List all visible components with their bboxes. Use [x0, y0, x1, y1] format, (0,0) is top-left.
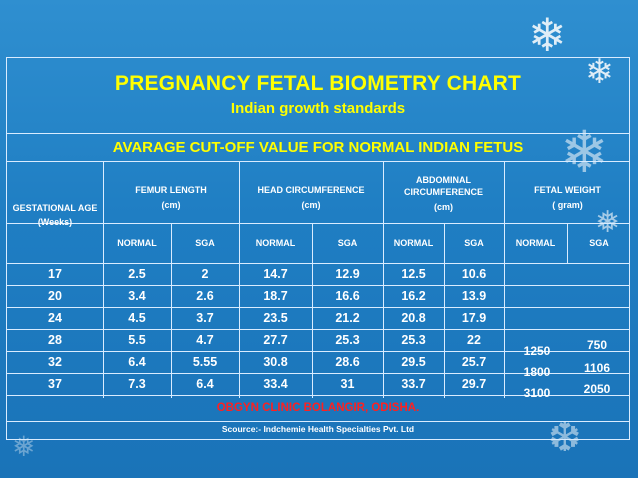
header-head-circumference: HEAD CIRCUMFERENCE (cm) [257, 185, 365, 210]
grid-line [567, 224, 568, 264]
table-cell: 17.9 [461, 311, 487, 325]
subheader-sga: SGA [464, 238, 484, 248]
table-cell: 16.2 [401, 289, 426, 303]
table-cell: 29.5 [401, 355, 426, 369]
table-cell: 2.5 [128, 267, 146, 281]
table-cell: 14.7 [263, 267, 288, 281]
table-cell: 5.55 [192, 355, 218, 369]
table-cell: 31 [340, 377, 355, 391]
table-cell: 33.4 [263, 377, 288, 391]
table-cell: 20.8 [401, 311, 426, 325]
subheader-sga: SGA [589, 238, 609, 248]
fetal-weight-normal-28: 1250 [523, 344, 551, 358]
table-cell: 7.3 [128, 377, 146, 391]
fetal-weight-normal-32: 1800 [523, 365, 551, 379]
snowflake-icon: ❅ [12, 431, 36, 462]
table-row: 17 2.5 2 14.7 12.9 12.5 10.6 [7, 264, 629, 286]
table-cell: 27.7 [263, 333, 288, 347]
subheader-sga: SGA [337, 238, 358, 248]
snowflake-icon: ❅ [595, 206, 621, 239]
grid-line [171, 224, 172, 398]
biometry-table: PREGNANCY FETAL BIOMETRY CHART Indian gr… [6, 57, 630, 440]
source-credit: Scource:- Indchemie Health Specialties P… [221, 424, 415, 434]
cutoff-row: AVARAGE CUT-OFF VALUE FOR NORMAL INDIAN … [7, 134, 629, 162]
grid-line [312, 224, 313, 398]
fetal-weight-sga-37: 2050 [583, 382, 611, 396]
grid-line [103, 162, 104, 398]
header-fetal-weight: FETAL WEIGHT ( gram) [534, 185, 601, 210]
table-cell: 13.9 [461, 289, 487, 303]
table-cell: 4.5 [128, 311, 146, 325]
table-cell: 23.5 [263, 311, 288, 325]
table-cell: 6.4 [128, 355, 146, 369]
source-row: Scource:- Indchemie Health Specialties P… [7, 422, 629, 440]
snowflake-icon: ❄ [585, 53, 614, 91]
title-row: PREGNANCY FETAL BIOMETRY CHART Indian gr… [7, 58, 629, 134]
table-row: 28 5.5 4.7 27.7 25.3 25.3 22 [7, 330, 629, 352]
table-row: 37 7.3 6.4 33.4 31 33.7 29.7 [7, 374, 629, 396]
table-cell: 4.7 [196, 333, 214, 347]
header-gestational-age: GESTATIONAL AGE (Weeks) [12, 203, 98, 227]
page-title: PREGNANCY FETAL BIOMETRY CHART [114, 72, 522, 95]
table-cell: 20 [48, 289, 62, 303]
table-cell: 10.6 [461, 267, 487, 281]
subheader-row [7, 224, 629, 264]
table-cell: 37 [48, 377, 62, 391]
cutoff-heading: AVARAGE CUT-OFF VALUE FOR NORMAL INDIAN … [112, 139, 524, 156]
grid-line [444, 224, 445, 398]
subheader-sga: SGA [195, 238, 215, 248]
table-cell: 6.4 [196, 377, 214, 391]
table-cell: 30.8 [263, 355, 288, 369]
table-cell: 3.4 [128, 289, 146, 303]
subheader-normal: NORMAL [117, 238, 157, 248]
grid-line [239, 162, 240, 398]
clinic-row: OBGYN CLINIC BOLANGIR, ODISHA. [7, 398, 629, 422]
table-cell: 2 [201, 267, 209, 281]
table-cell: 5.5 [128, 333, 146, 347]
table-cell: 32 [48, 355, 62, 369]
fetal-weight-sga-32: 1106 [583, 361, 611, 375]
table-row: 32 6.4 5.55 30.8 28.6 29.5 25.7 [7, 352, 629, 374]
table-cell: 28 [48, 333, 62, 347]
table-cell: 22 [467, 333, 481, 347]
table-cell: 3.7 [196, 311, 214, 325]
snowflake-icon: ❄ [528, 9, 567, 61]
table-cell: 28.6 [335, 355, 360, 369]
fetal-weight-sga-28: 750 [586, 338, 608, 352]
table-cell: 25.3 [335, 333, 360, 347]
subheader-normal: NORMAL [515, 238, 556, 248]
snowflake-icon: ❆ [548, 416, 582, 460]
table-cell: 21.2 [335, 311, 360, 325]
group-header-row [7, 162, 629, 224]
table-cell: 33.7 [401, 377, 426, 391]
subheader-normal: NORMAL [255, 238, 296, 248]
table-cell: 25.3 [401, 333, 426, 347]
table-cell: 24 [48, 311, 62, 325]
table-cell: 18.7 [263, 289, 288, 303]
page-subtitle: Indian growth standards [230, 100, 406, 117]
table-cell: 2.6 [196, 289, 214, 303]
table-cell: 29.7 [461, 377, 487, 391]
snowflake-icon: ❄ [560, 120, 609, 185]
table-cell: 12.9 [335, 267, 360, 281]
table-row: 20 3.4 2.6 18.7 16.6 16.2 13.9 [7, 286, 629, 308]
fetal-weight-normal-37: 3100 [523, 386, 551, 400]
grid-line [504, 162, 505, 398]
header-abdominal-circumference: ABDOMINAL CIRCUMFERENCE (cm) [403, 175, 483, 212]
table-cell: 12.5 [401, 267, 426, 281]
clinic-name: OBGYN CLINIC BOLANGIR, ODISHA. [216, 402, 420, 414]
table-cell: 16.6 [335, 289, 360, 303]
grid-line [383, 162, 384, 398]
table-cell: 25.7 [461, 355, 487, 369]
subheader-normal: NORMAL [393, 238, 434, 248]
header-femur-length: FEMUR LENGTH (cm) [135, 185, 207, 210]
table-cell: 17 [48, 267, 62, 281]
table-row: 24 4.5 3.7 23.5 21.2 20.8 17.9 [7, 308, 629, 330]
